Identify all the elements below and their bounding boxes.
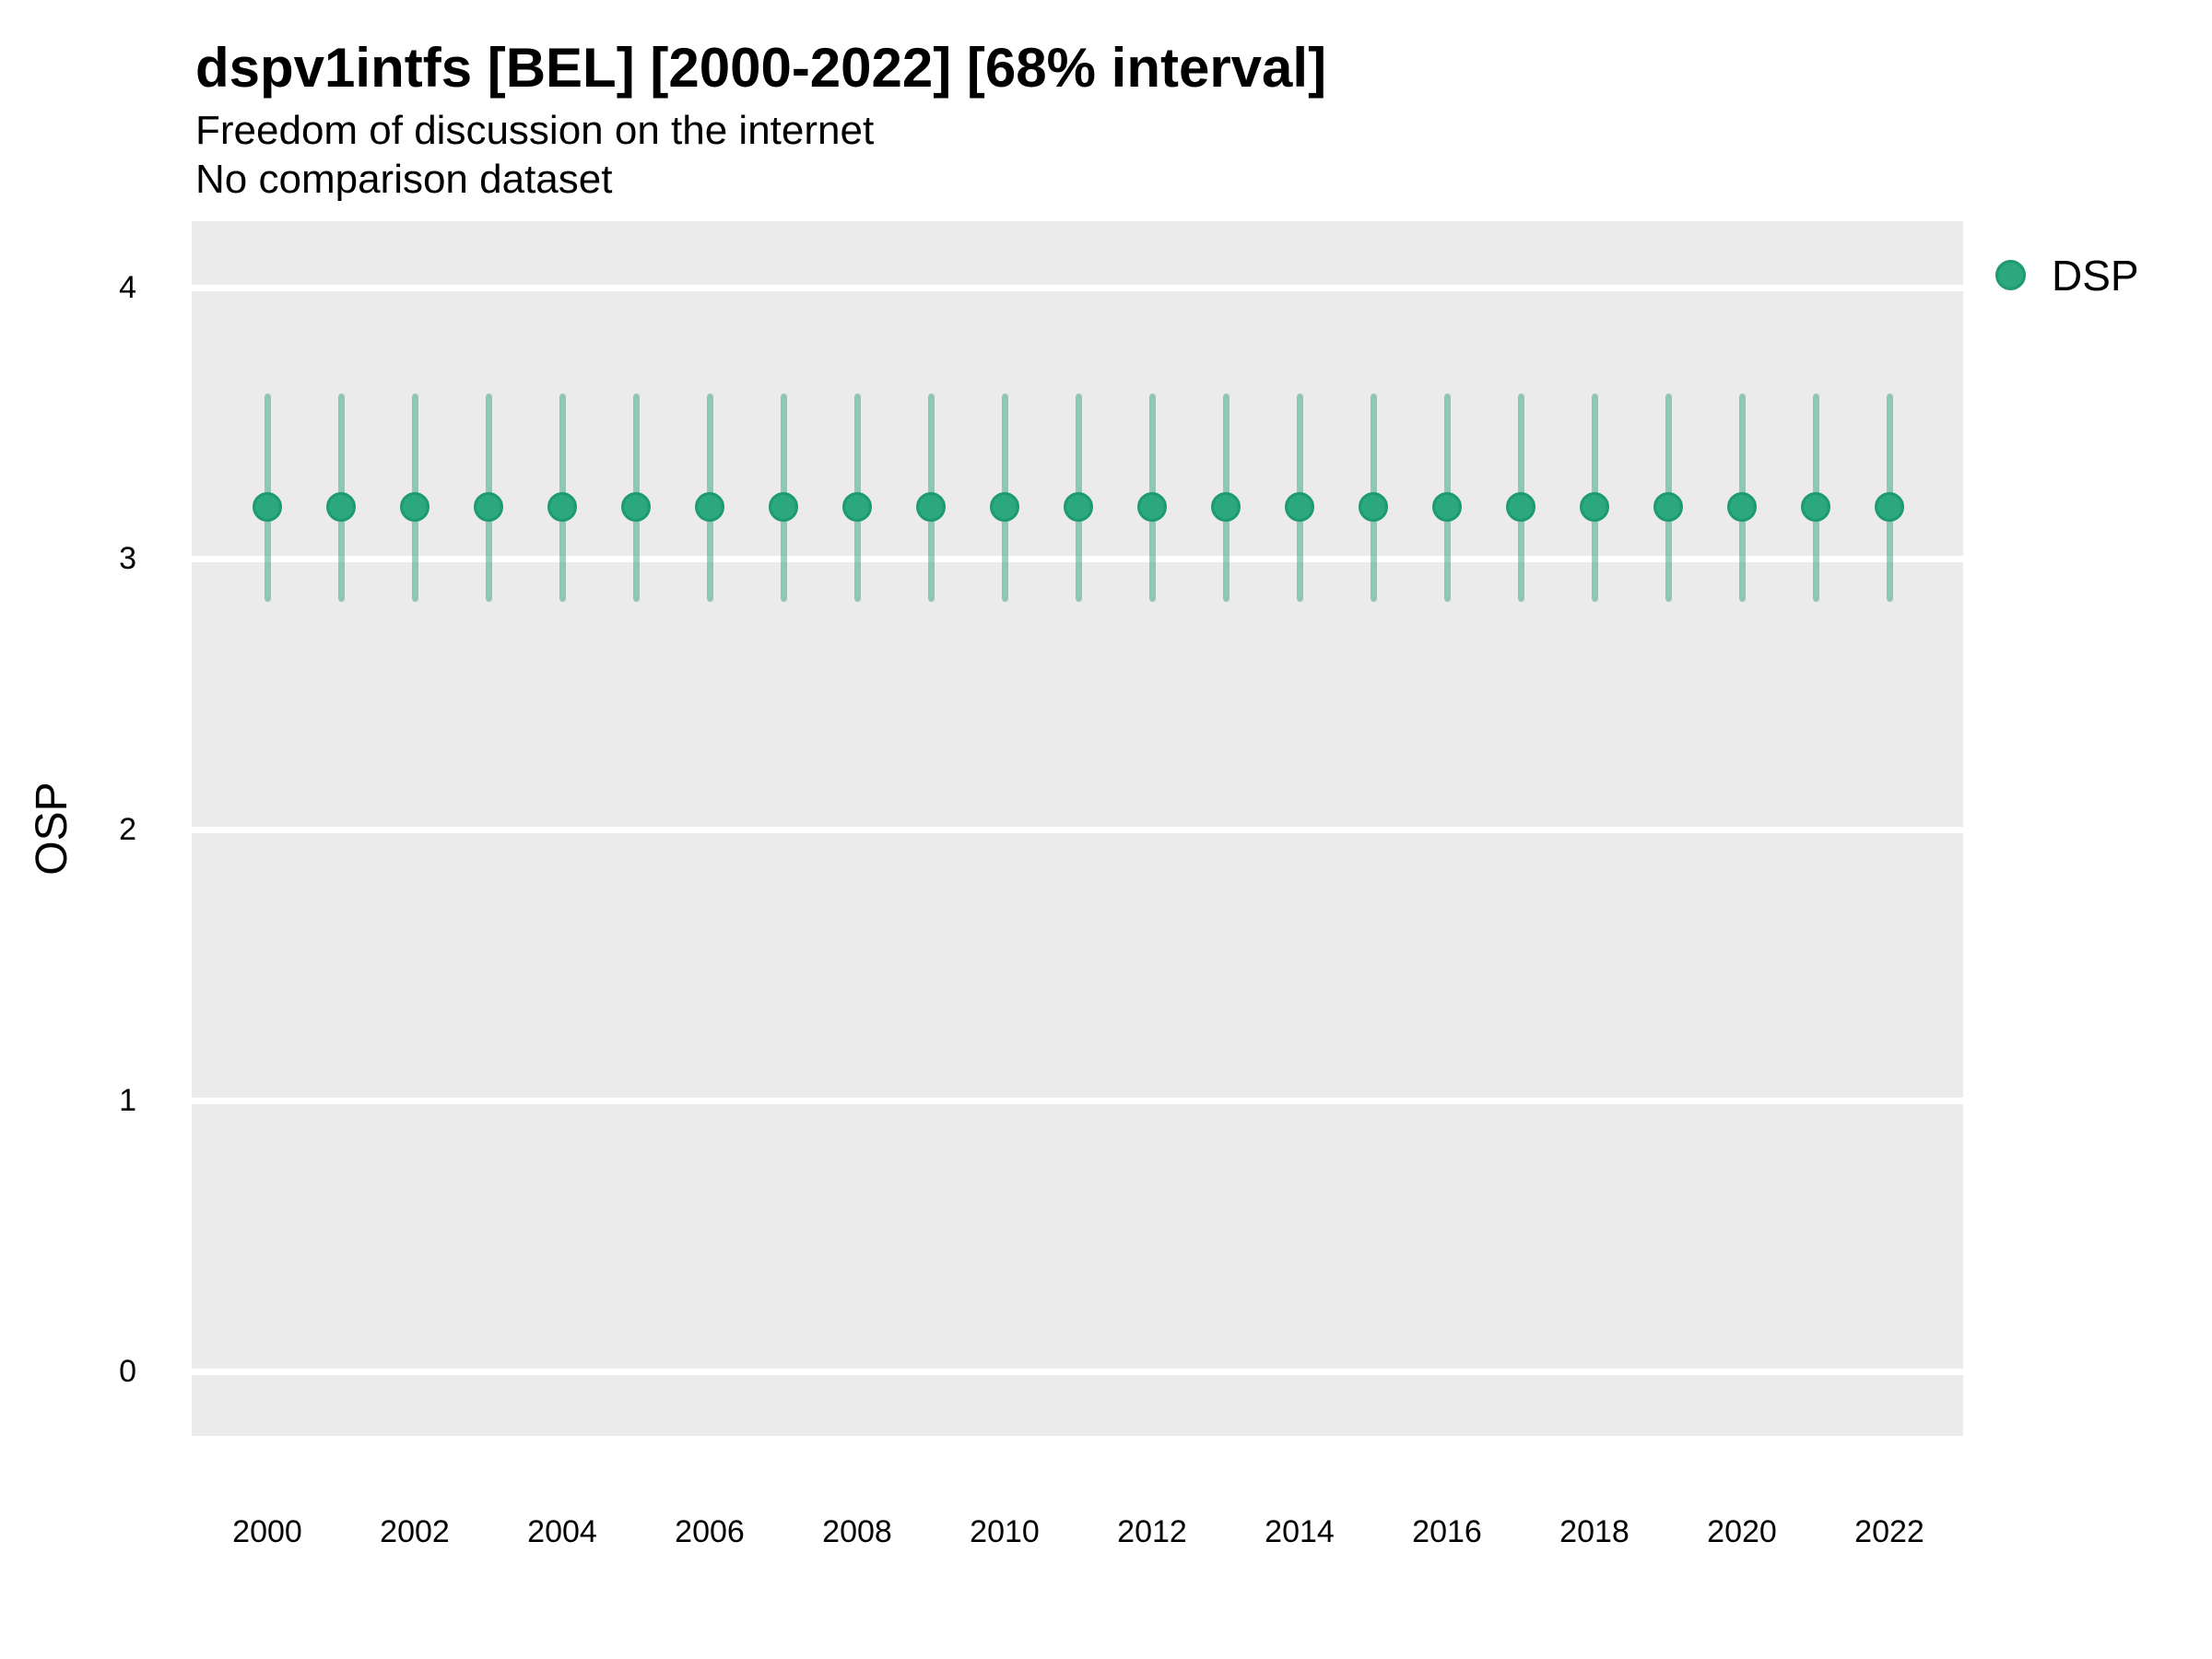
data-point xyxy=(1653,492,1683,523)
x-tick-label: 2020 xyxy=(1707,1514,1777,1549)
data-point xyxy=(1727,492,1757,523)
gridline-y-1 xyxy=(192,1097,1963,1104)
x-tick-label: 2022 xyxy=(1854,1514,1924,1549)
y-tick-label: 2 xyxy=(119,812,136,847)
data-point xyxy=(1211,492,1241,523)
data-point xyxy=(842,492,872,523)
data-point xyxy=(1506,492,1535,523)
x-tick-label: 2010 xyxy=(970,1514,1040,1549)
data-point xyxy=(253,492,282,523)
chart-title: dspv1intfs [BEL] [2000-2022] [68% interv… xyxy=(195,37,1327,99)
data-point xyxy=(916,492,946,523)
data-point xyxy=(1137,492,1167,523)
data-point xyxy=(474,492,503,523)
data-point xyxy=(1285,492,1314,523)
x-tick-label: 2006 xyxy=(675,1514,745,1549)
y-tick-label: 1 xyxy=(119,1083,136,1118)
data-point xyxy=(326,492,356,523)
x-tick-label: 2012 xyxy=(1117,1514,1187,1549)
x-tick-label: 2000 xyxy=(232,1514,302,1549)
comparison-note: No comparison dataset xyxy=(195,157,613,202)
x-tick-label: 2014 xyxy=(1265,1514,1335,1549)
gridline-y-0 xyxy=(192,1368,1963,1375)
data-point xyxy=(769,492,798,523)
x-tick-label: 2018 xyxy=(1559,1514,1630,1549)
y-tick-label: 4 xyxy=(119,270,136,305)
data-point xyxy=(400,492,429,523)
data-point xyxy=(1580,492,1609,523)
data-point xyxy=(695,492,724,523)
gridline-y-4 xyxy=(192,284,1963,291)
data-point xyxy=(1359,492,1388,523)
y-tick-label: 3 xyxy=(119,541,136,576)
y-tick-label: 0 xyxy=(119,1354,136,1389)
data-point xyxy=(1432,492,1462,523)
data-point xyxy=(1875,492,1904,523)
x-tick-label: 2016 xyxy=(1412,1514,1482,1549)
x-tick-label: 2004 xyxy=(527,1514,597,1549)
plot-panel xyxy=(192,221,1963,1436)
x-tick-label: 2008 xyxy=(822,1514,892,1549)
data-point xyxy=(547,492,577,523)
legend-label: DSP xyxy=(2052,252,2139,300)
data-point xyxy=(990,492,1019,523)
x-tick-label: 2002 xyxy=(380,1514,450,1549)
data-point xyxy=(621,492,651,523)
legend-point-icon xyxy=(1995,260,2026,290)
gridline-y-2 xyxy=(192,826,1963,833)
chart-subtitle: Freedom of discussion on the internet xyxy=(195,108,875,153)
data-point xyxy=(1064,492,1093,523)
data-point xyxy=(1801,492,1830,523)
